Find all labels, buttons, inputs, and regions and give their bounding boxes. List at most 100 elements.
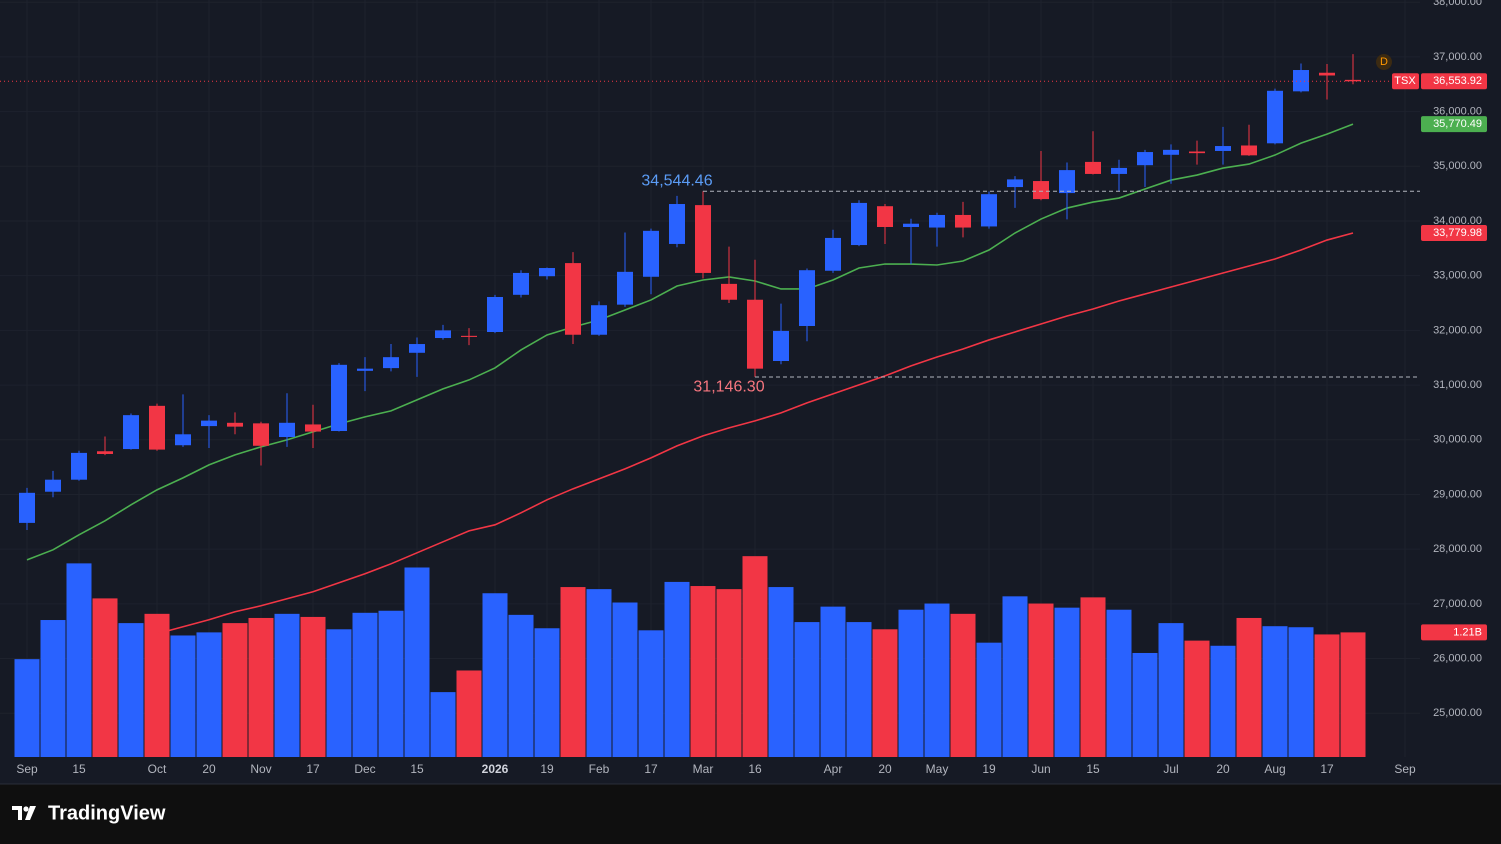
candle-body — [747, 299, 763, 369]
y-tick-label: 28,000.00 — [1433, 543, 1482, 555]
candle-body — [669, 204, 685, 244]
x-tick-label: 20 — [1216, 762, 1230, 776]
candle-body — [97, 451, 113, 454]
volume-label-box — [1421, 624, 1487, 641]
candle-body — [201, 420, 217, 427]
volume-bar — [1184, 640, 1210, 757]
ma-value-label-box — [1421, 116, 1487, 133]
last-price-label-box — [1421, 73, 1487, 90]
ma-value-label: 33,779.98 — [1433, 227, 1482, 239]
x-tick-label: 19 — [540, 762, 554, 776]
candle-body — [19, 492, 35, 523]
volume-bar — [170, 635, 196, 757]
volume-bar — [1158, 623, 1184, 757]
y-tick-label: 29,000.00 — [1433, 488, 1482, 500]
volume-bar — [1314, 634, 1340, 757]
candle-body — [71, 452, 87, 480]
x-tick-label: 15 — [72, 762, 86, 776]
candle-body — [1137, 152, 1153, 166]
candle-body — [903, 223, 919, 227]
volume-bar — [326, 629, 352, 757]
candle-body — [565, 263, 581, 335]
volume-bar — [14, 659, 40, 757]
x-tick-label: Sep — [1394, 762, 1416, 776]
candle-body — [877, 206, 893, 227]
volume-bar — [300, 616, 326, 757]
candle-body — [45, 479, 61, 492]
volume-bar — [456, 670, 482, 757]
volume-bar — [118, 623, 144, 757]
x-tick-label: Jun — [1031, 762, 1050, 776]
y-tick-label: 32,000.00 — [1433, 324, 1482, 336]
candle-body — [981, 194, 997, 227]
candle-body — [487, 297, 503, 333]
last-price-label: 36,553.92 — [1433, 75, 1482, 87]
x-tick-label: May — [926, 762, 949, 776]
volume-bar — [638, 630, 664, 757]
candle-body — [539, 268, 555, 277]
annotation-label: 31,146.30 — [693, 378, 764, 395]
volume-bar — [534, 628, 560, 757]
candle-body — [1215, 146, 1231, 151]
volume-bar — [586, 589, 612, 757]
marker-circle — [1376, 54, 1392, 70]
candle-body — [773, 330, 789, 361]
candle-body — [461, 335, 477, 337]
ma-value-label-box — [1421, 225, 1487, 242]
volume-bar — [274, 613, 300, 757]
x-tick-label: 17 — [1320, 762, 1334, 776]
moving-average-line — [156, 232, 1354, 635]
volume-bar — [846, 622, 872, 757]
x-tick-label: Oct — [148, 762, 167, 776]
x-tick-label: 17 — [644, 762, 658, 776]
candle-body — [331, 364, 347, 432]
candle-body — [383, 357, 399, 369]
volume-bar — [508, 614, 534, 757]
volume-bar — [1236, 617, 1262, 757]
volume-bar — [690, 586, 716, 757]
volume-bar — [768, 587, 794, 757]
y-tick-label: 34,000.00 — [1433, 215, 1482, 227]
candle-body — [929, 214, 945, 228]
volume-bar — [560, 587, 586, 757]
candle-body — [799, 270, 815, 326]
x-tick-label: 2026 — [482, 762, 509, 776]
volume-bar — [404, 567, 430, 757]
x-tick-label: 17 — [306, 762, 320, 776]
volume-bar — [924, 603, 950, 757]
volume-bar — [1210, 645, 1236, 757]
x-tick-label: 20 — [202, 762, 216, 776]
candle-body — [721, 283, 737, 300]
volume-bar — [248, 617, 274, 757]
logo-icon — [12, 806, 36, 820]
candle-body — [851, 202, 867, 246]
y-tick-label: 38,000.00 — [1433, 0, 1482, 8]
x-tick-label: Nov — [250, 762, 271, 776]
y-tick-label: 30,000.00 — [1433, 434, 1482, 446]
volume-bar — [378, 610, 404, 757]
candle-body — [1033, 181, 1049, 200]
x-tick-label: 20 — [878, 762, 892, 776]
ma-value-label: 35,770.49 — [1433, 118, 1482, 130]
volume-bar — [66, 563, 92, 757]
volume-label: 1.21B — [1453, 626, 1482, 638]
volume-bar — [612, 602, 638, 757]
candle-body — [1085, 161, 1101, 174]
volume-bar — [430, 692, 456, 757]
candle-body — [435, 330, 451, 339]
volume-bar — [872, 629, 898, 757]
volume-bar — [1340, 632, 1366, 757]
candle-body — [1111, 167, 1127, 174]
volume-bar — [820, 606, 846, 757]
volume-bar — [664, 581, 690, 757]
volume-bar — [1054, 607, 1080, 757]
x-tick-label: 16 — [748, 762, 762, 776]
candle-body — [617, 271, 633, 305]
candle-body — [149, 405, 165, 450]
candle-body — [643, 230, 659, 277]
candle-body — [695, 205, 711, 273]
candle-body — [1267, 90, 1283, 144]
candle-body — [591, 305, 607, 335]
candle-body — [1059, 170, 1075, 194]
volume-bar — [1132, 652, 1158, 757]
